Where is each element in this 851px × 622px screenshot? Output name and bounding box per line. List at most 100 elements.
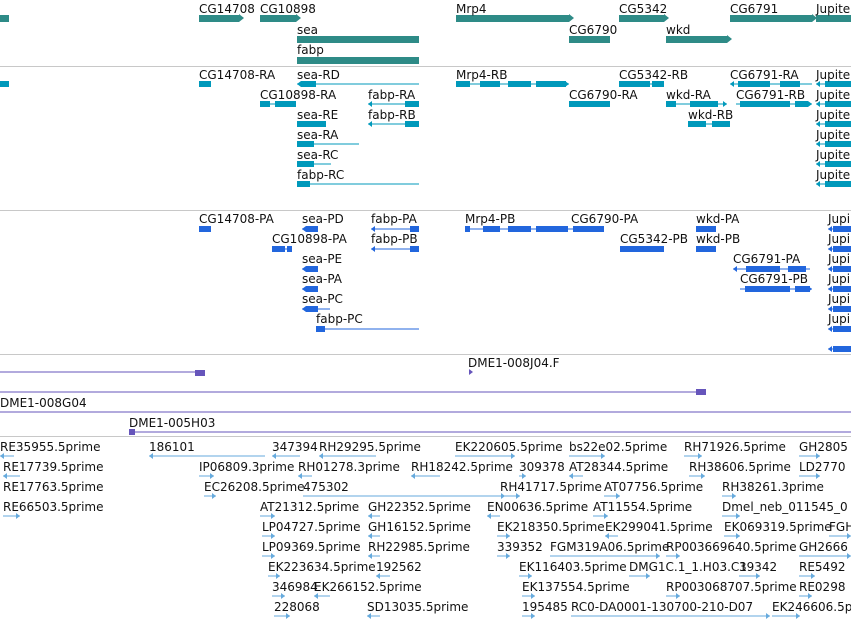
transcript-label[interactable]: fabp-RB [368, 108, 416, 122]
transcript-label[interactable]: fabp-RC [297, 168, 345, 182]
gene-glyph[interactable] [260, 15, 296, 22]
protein-label[interactable]: sea-PE [302, 252, 343, 266]
gene-glyph[interactable] [730, 15, 812, 22]
exon-glyph[interactable] [788, 266, 806, 272]
transcript-label[interactable]: CG6791-RB [736, 88, 806, 102]
est-label[interactable]: EN00636.5prime [487, 500, 589, 514]
exon-glyph[interactable] [508, 226, 531, 232]
est-label[interactable]: EK218350.5prime [497, 520, 605, 534]
exon-glyph[interactable] [738, 81, 770, 87]
exon-glyph[interactable] [825, 101, 851, 107]
est-label[interactable]: 228068 [274, 600, 320, 614]
clone-label[interactable]: DME1-008J04.F [468, 356, 560, 370]
est-label[interactable]: 309378 [519, 460, 565, 474]
transcript-label[interactable]: sea-RC [297, 148, 339, 162]
protein-label[interactable]: Jupi [828, 232, 851, 246]
est-label[interactable]: 192562 [376, 560, 422, 574]
exon-glyph[interactable] [199, 81, 211, 87]
exon-glyph[interactable] [833, 346, 851, 352]
exon-glyph[interactable] [746, 266, 780, 272]
est-label[interactable]: GH2805 [799, 440, 848, 454]
est-label[interactable]: RE66503.5prime [3, 500, 104, 514]
exon-glyph[interactable] [306, 266, 318, 272]
est-label[interactable]: RP003068707.5prime [666, 580, 797, 594]
est-label[interactable]: LD2770 [799, 460, 846, 474]
est-label[interactable]: GH16152.5prime [368, 520, 471, 534]
clone-label[interactable]: DME1-005H03 [129, 416, 216, 430]
exon-glyph[interactable] [199, 226, 211, 232]
exon-glyph[interactable] [0, 81, 9, 87]
est-label[interactable]: 39342 [739, 560, 778, 574]
est-label[interactable]: RC0-DA0001-130700-210-D07 [571, 600, 754, 614]
exon-glyph[interactable] [688, 121, 706, 127]
gene-glyph[interactable] [569, 36, 610, 43]
exon-glyph[interactable] [833, 326, 851, 332]
exon-glyph[interactable] [410, 246, 419, 252]
est-label[interactable]: EK137554.5prime [522, 580, 630, 594]
gene-label[interactable]: fabp [297, 43, 324, 57]
exon-glyph[interactable] [536, 226, 568, 232]
protein-label[interactable]: Jupi [828, 272, 851, 286]
est-label[interactable]: bs22e02.5prime [569, 440, 668, 454]
est-label[interactable]: 186101 [149, 440, 195, 454]
est-label[interactable]: RH01278.3prime [298, 460, 400, 474]
exon-glyph[interactable] [712, 121, 730, 127]
protein-label[interactable]: CG5342-PB [620, 232, 689, 246]
protein-label[interactable]: fabp-PC [316, 312, 363, 326]
protein-label[interactable]: sea-PA [302, 272, 342, 286]
est-label[interactable]: RH41717.5prime [500, 480, 602, 494]
protein-label[interactable]: Jupi [828, 252, 851, 266]
est-label[interactable]: EK246606.5p [772, 600, 851, 614]
protein-label[interactable]: wkd-PA [696, 212, 740, 226]
est-label[interactable]: RE17763.5prime [3, 480, 104, 494]
exon-glyph[interactable] [536, 81, 566, 87]
exon-glyph[interactable] [690, 101, 718, 107]
transcript-label[interactable]: Jupiter [816, 148, 851, 162]
est-label[interactable]: 339352 [497, 540, 543, 554]
est-label[interactable]: DMG1C.1_1.H03.C1 [629, 560, 747, 574]
transcript-label[interactable]: Mrp4-RB [456, 68, 508, 82]
gene-glyph[interactable] [816, 15, 851, 22]
protein-label[interactable]: CG6791-PA [733, 252, 801, 266]
est-label[interactable]: FGH [829, 520, 851, 534]
exon-glyph[interactable] [405, 101, 419, 107]
exon-glyph[interactable] [297, 141, 314, 147]
est-label[interactable]: RP003669640.5prime [666, 540, 797, 554]
est-label[interactable]: AT21312.5prime [260, 500, 360, 514]
exon-glyph[interactable] [795, 286, 810, 292]
protein-label[interactable]: sea-PD [302, 212, 344, 226]
transcript-label[interactable]: CG10898-RA [260, 88, 337, 102]
exon-glyph[interactable] [620, 246, 658, 252]
gene-label[interactable]: sea [297, 23, 318, 37]
est-label[interactable]: RH71926.5prime [684, 440, 786, 454]
exon-glyph[interactable] [272, 246, 285, 252]
exon-glyph[interactable] [275, 101, 296, 107]
exon-glyph[interactable] [833, 286, 851, 292]
transcript-label[interactable]: sea-RD [297, 68, 340, 82]
transcript-label[interactable]: CG14708-RA [199, 68, 276, 82]
est-label[interactable]: EC26208.5prime [204, 480, 305, 494]
exon-glyph[interactable] [619, 81, 650, 87]
exon-glyph[interactable] [833, 226, 851, 232]
exon-glyph[interactable] [405, 121, 419, 127]
clone-end-glyph[interactable] [129, 429, 135, 435]
protein-label[interactable]: Jupi [828, 292, 851, 306]
protein-label[interactable]: fabp-PA [371, 212, 417, 226]
est-label[interactable]: 346984 [272, 580, 318, 594]
protein-label[interactable]: CG14708-PA [199, 212, 274, 226]
transcript-label[interactable]: CG5342-RB [619, 68, 689, 82]
exon-glyph[interactable] [795, 101, 808, 107]
exon-glyph[interactable] [825, 161, 851, 167]
transcript-label[interactable]: CG6791-RA [730, 68, 799, 82]
exon-glyph[interactable] [833, 246, 851, 252]
est-label[interactable]: EK220605.5prime [455, 440, 563, 454]
exon-glyph[interactable] [825, 141, 851, 147]
est-label[interactable]: LP04727.5prime [262, 520, 361, 534]
est-label[interactable]: EK069319.5prime [724, 520, 832, 534]
exon-glyph[interactable] [833, 266, 851, 272]
est-label[interactable]: 475302 [303, 480, 349, 494]
est-label[interactable]: Dmel_neb_011545_0 [722, 500, 848, 514]
est-label[interactable]: EK116403.5prime [519, 560, 627, 574]
gene-glyph[interactable] [297, 57, 419, 64]
est-label[interactable]: AT11554.5prime [593, 500, 693, 514]
